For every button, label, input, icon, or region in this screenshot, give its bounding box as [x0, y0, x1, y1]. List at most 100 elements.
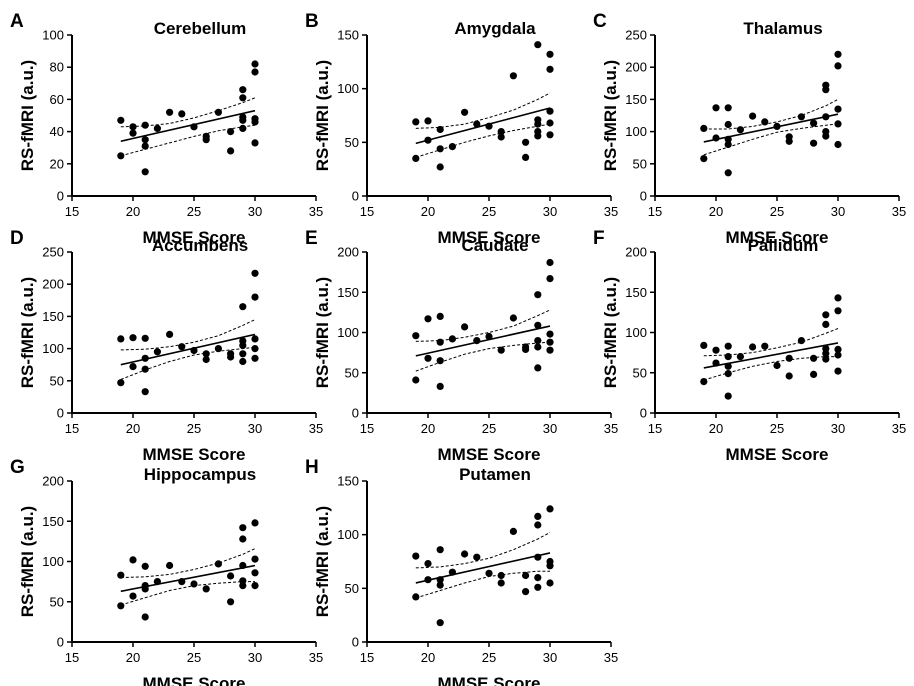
data-point [834, 351, 842, 359]
data-point [166, 330, 174, 338]
regression-line [415, 107, 551, 145]
data-point [412, 332, 420, 340]
data-point [736, 126, 745, 134]
data-point [497, 579, 505, 587]
data-point [424, 136, 432, 144]
data-point [190, 123, 198, 131]
data-point [239, 582, 247, 590]
x-tick-label: 35 [604, 421, 618, 436]
data-point [497, 346, 505, 354]
x-axis-label: MMSE Score [143, 228, 246, 247]
regression-line [415, 552, 551, 584]
data-point [473, 337, 481, 345]
y-tick-label: 100 [337, 527, 359, 542]
data-point [178, 110, 186, 118]
data-point [822, 86, 830, 94]
data-point [534, 41, 542, 49]
data-point [141, 562, 149, 570]
ci-upper-line [415, 309, 551, 342]
y-tick-label: 150 [625, 92, 647, 107]
x-axis-label: MMSE Score [143, 445, 246, 464]
data-point [534, 321, 542, 329]
data-point [810, 370, 818, 378]
data-point [700, 155, 708, 163]
data-point [534, 132, 542, 140]
y-tick-label: 0 [57, 189, 64, 204]
panel-letter: A [10, 11, 24, 32]
x-tick-label: 15 [360, 421, 374, 436]
data-point [153, 578, 161, 586]
data-point [141, 613, 149, 621]
data-point [810, 119, 818, 127]
x-axis-label: MMSE Score [143, 674, 246, 686]
data-point [810, 354, 818, 362]
data-point [736, 353, 745, 361]
data-point [227, 572, 235, 580]
data-point [546, 562, 554, 570]
data-point [724, 362, 732, 370]
data-point [251, 118, 259, 126]
data-point [834, 105, 842, 113]
data-point [534, 343, 542, 351]
x-tick-label: 20 [421, 421, 435, 436]
data-point [810, 139, 818, 147]
regression-line [120, 109, 256, 143]
x-tick-label: 25 [482, 421, 496, 436]
data-point [497, 128, 505, 136]
panel-title: Thalamus [743, 19, 822, 38]
regression-line [703, 113, 839, 143]
data-point [785, 372, 793, 380]
x-axis-label: MMSE Score [726, 228, 829, 247]
x-tick-label: 35 [892, 204, 906, 219]
data-point [534, 553, 542, 561]
panel-title: Pallidum [748, 236, 819, 255]
data-point [117, 571, 125, 579]
y-tick-label: 0 [352, 189, 359, 204]
data-point [724, 353, 732, 361]
x-tick-label: 15 [648, 204, 662, 219]
data-point [534, 583, 542, 591]
panel-f: 0 50 100 150 200 15 20 25 30 35 MMSE Score RS-fMRI … [593, 228, 906, 464]
data-point [141, 136, 149, 144]
x-axis-label: MMSE Score [438, 674, 541, 686]
x-tick-label: 15 [65, 650, 79, 665]
data-point [534, 120, 542, 128]
panel-a: 0 20 40 60 80 100 15 20 25 30 35 MMSE Score RS-fMRI … [10, 11, 323, 247]
ci-upper-line [703, 328, 839, 357]
data-point [509, 527, 517, 536]
data-point [822, 311, 830, 319]
x-tick-label: 30 [248, 650, 262, 665]
data-point [724, 392, 732, 400]
ci-upper-line [120, 319, 256, 351]
data-point [178, 343, 186, 351]
y-tick-label: 150 [42, 514, 64, 529]
data-point [153, 348, 161, 356]
data-point [534, 574, 542, 582]
y-tick-label: 50 [345, 135, 359, 150]
data-point [227, 128, 235, 136]
ci-lower-line [415, 341, 551, 372]
data-point [546, 50, 554, 58]
ci-lower-line [120, 581, 255, 606]
panel-letter: F [593, 228, 605, 249]
y-axis-label: RS-fMRI (a.u.) [601, 277, 620, 388]
ci-lower-line [415, 123, 551, 158]
x-tick-label: 35 [309, 204, 323, 219]
y-tick-label: 50 [345, 581, 359, 596]
x-tick-label: 15 [65, 421, 79, 436]
data-point [546, 131, 554, 139]
y-tick-label: 60 [50, 92, 64, 107]
data-point [712, 104, 720, 112]
data-point [712, 359, 720, 367]
data-point [546, 258, 554, 267]
ci-lower-line [120, 124, 256, 157]
data-point [436, 163, 444, 171]
x-axis-label: MMSE Score [726, 445, 829, 464]
data-point [546, 505, 554, 513]
data-point [239, 535, 247, 543]
data-point [461, 323, 469, 331]
ci-lower-line [703, 356, 838, 381]
data-point [251, 582, 259, 590]
data-point [534, 364, 542, 372]
